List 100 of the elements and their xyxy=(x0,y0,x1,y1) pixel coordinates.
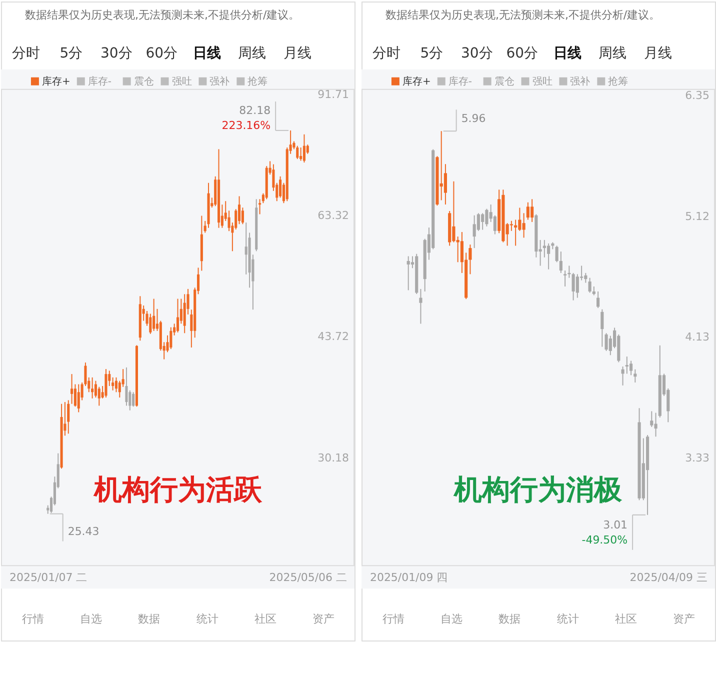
candlestick xyxy=(132,392,135,408)
candlestick xyxy=(77,384,80,413)
y-tick-label: 43.72 xyxy=(318,330,350,344)
text: 周线 xyxy=(598,45,627,62)
candlestick xyxy=(302,134,306,164)
candlestick xyxy=(296,145,299,160)
candlestick xyxy=(522,212,526,238)
y-tick-label: 30.18 xyxy=(318,451,350,464)
y-tick-label: 6.35 xyxy=(685,88,710,102)
legend-label: 震仓 xyxy=(494,75,514,88)
y-tick-label: 91.71 xyxy=(318,88,350,102)
text: 5分 xyxy=(60,45,83,62)
annotation: -49.50% xyxy=(582,533,628,546)
candlestick xyxy=(67,400,70,434)
text: 机构行为活跃 xyxy=(92,472,263,506)
candlestick xyxy=(452,180,456,243)
legend-label: 强补 xyxy=(210,75,230,88)
annotation: 25.43 xyxy=(68,524,100,538)
x-tick-label: 2025/04/09 三 xyxy=(630,571,708,584)
legend-label: 库存+ xyxy=(42,75,70,88)
text: 60分 xyxy=(146,45,178,62)
candlestick xyxy=(625,356,628,374)
text: 社区 xyxy=(254,612,276,626)
candlestick xyxy=(634,368,637,383)
candlestick xyxy=(650,410,654,428)
candlestick xyxy=(485,208,488,227)
candlestick xyxy=(654,412,658,438)
candlestick xyxy=(406,256,410,291)
text: 行情 xyxy=(22,612,44,626)
chart-subtitle: 数据结果仅为历史表现,无法预测未来,不提供分析/建议。 xyxy=(385,8,660,22)
text: 数据 xyxy=(498,612,521,626)
x-tick-label: 2025/05/06 二 xyxy=(269,571,347,584)
candlestick xyxy=(510,220,513,232)
candlestick xyxy=(542,239,546,258)
legend-label: 库存- xyxy=(88,75,112,88)
annotation: 82.18 xyxy=(239,104,271,117)
candlestick xyxy=(149,313,152,334)
y-tick-label: 63.32 xyxy=(318,209,350,222)
text: 统计 xyxy=(196,612,218,626)
candlestick xyxy=(91,376,94,399)
annotation: 5.96 xyxy=(461,112,486,126)
text: 30分 xyxy=(100,45,132,62)
candlestick xyxy=(596,290,600,309)
candlestick xyxy=(440,130,443,201)
legend-label: 强吐 xyxy=(532,75,552,88)
candlestick xyxy=(468,244,472,275)
text: 统计 xyxy=(556,612,579,626)
text: 机构行为消极 xyxy=(453,472,624,506)
candlestick xyxy=(98,386,100,406)
x-tick-label: 2025/01/07 二 xyxy=(10,571,88,584)
candlestick xyxy=(481,212,484,230)
legend-label: 库存- xyxy=(448,75,472,88)
candlestick xyxy=(526,202,530,220)
text: 资产 xyxy=(312,612,335,626)
legend-label: 震仓 xyxy=(134,75,154,88)
y-tick-label: 3.33 xyxy=(685,452,710,465)
legend-label: 强补 xyxy=(570,75,590,88)
candlestick xyxy=(258,198,262,215)
candlestick xyxy=(547,242,550,270)
text: 日线 xyxy=(192,45,221,62)
text: 30分 xyxy=(461,45,493,62)
y-tick-label: 5.12 xyxy=(685,210,710,223)
candlestick xyxy=(588,277,592,294)
text: 分时 xyxy=(372,45,400,62)
candlestick xyxy=(600,308,604,348)
text: 社区 xyxy=(614,612,637,626)
candlestick xyxy=(244,222,248,275)
legend-label: 强吐 xyxy=(172,75,192,88)
text: 周线 xyxy=(238,45,266,62)
candlestick xyxy=(170,326,172,350)
legend-label: 抢筹 xyxy=(608,75,628,88)
candlestick xyxy=(559,251,562,274)
text: 自选 xyxy=(440,612,463,626)
annotation: 3.01 xyxy=(603,518,628,532)
candlestick xyxy=(555,245,558,263)
x-tick-label: 2025/01/09 四 xyxy=(370,571,448,584)
candlestick xyxy=(444,164,448,206)
text: 分时 xyxy=(12,45,40,62)
candlestick xyxy=(493,214,496,235)
candlestick xyxy=(176,298,180,333)
text: 月线 xyxy=(644,45,672,62)
candlestick xyxy=(419,288,422,324)
text: 数据 xyxy=(138,612,160,626)
text: 行情 xyxy=(382,612,404,626)
candlestick xyxy=(518,207,522,232)
candlestick xyxy=(104,368,108,398)
annotation: 223.16% xyxy=(222,118,271,132)
y-tick-label: 4.13 xyxy=(685,330,710,344)
candlestick xyxy=(300,147,302,162)
candlestick xyxy=(530,198,534,222)
candlestick xyxy=(629,360,633,376)
text: 月线 xyxy=(283,45,312,62)
text: 日线 xyxy=(553,45,582,62)
candlestick xyxy=(472,214,476,249)
candlestick xyxy=(70,374,74,404)
text: 资产 xyxy=(673,612,696,626)
candlestick xyxy=(152,298,156,332)
candlestick xyxy=(125,366,128,406)
candlestick xyxy=(584,272,588,284)
candlestick xyxy=(604,332,608,352)
